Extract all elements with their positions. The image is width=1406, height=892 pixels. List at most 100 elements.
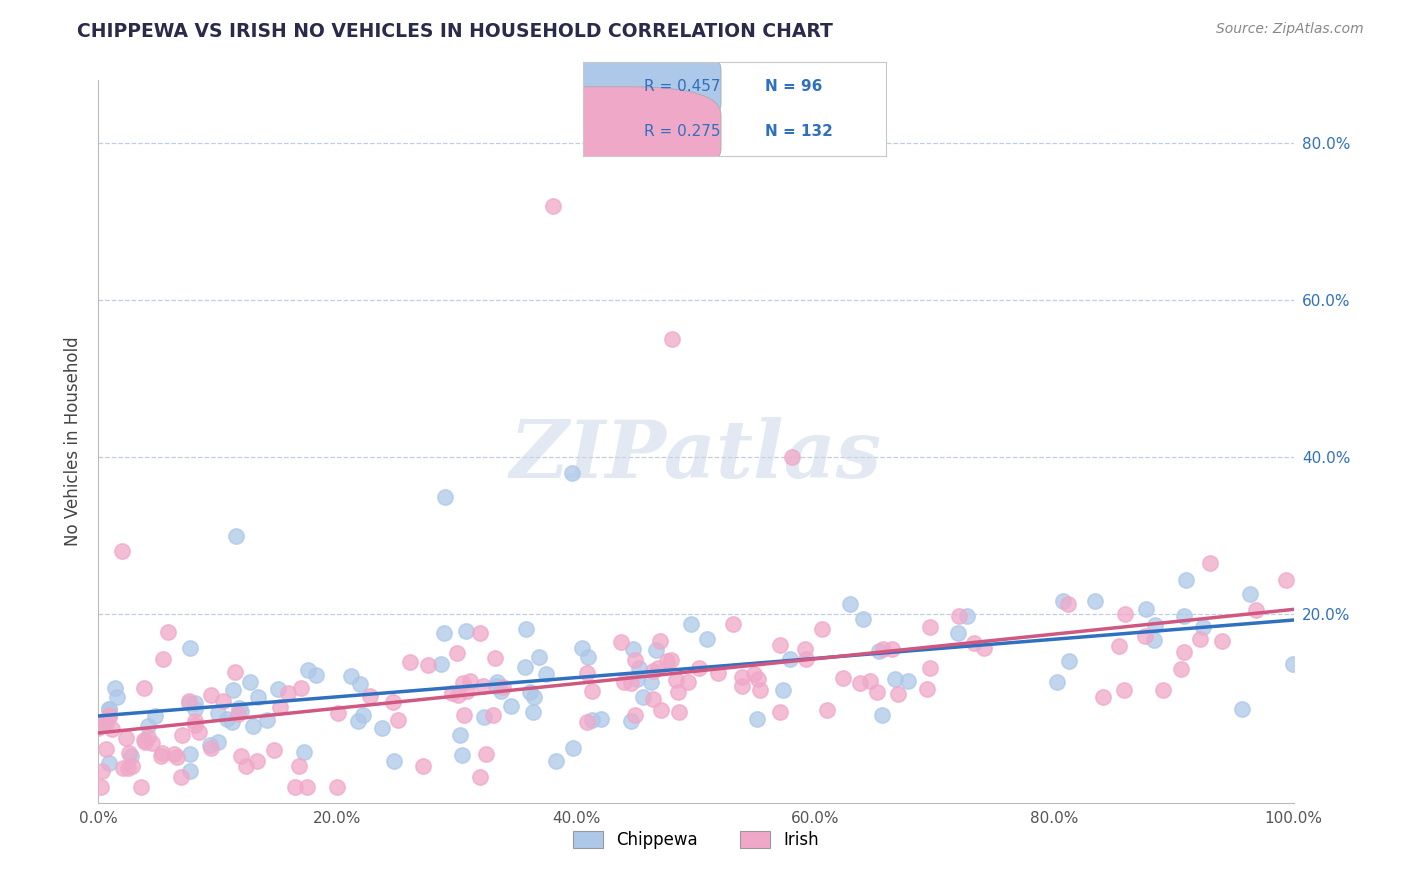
Point: [1282, 657, 1305, 671]
Point: [780, 450, 803, 465]
Point: [688, 661, 710, 675]
Point: [277, 686, 299, 700]
Point: [170, 771, 193, 785]
Point: [1211, 633, 1233, 648]
Point: [884, 672, 907, 686]
Point: [179, 641, 201, 656]
Point: [328, 706, 350, 720]
Point: [1057, 598, 1080, 612]
Point: [207, 735, 229, 749]
Point: [1143, 632, 1166, 647]
Point: [198, 738, 221, 752]
Point: [612, 675, 634, 690]
Text: Source: ZipAtlas.com: Source: ZipAtlas.com: [1216, 22, 1364, 37]
Point: [749, 683, 772, 698]
Point: [707, 666, 730, 681]
Point: [290, 681, 312, 695]
Point: [1046, 675, 1069, 690]
Point: [485, 675, 508, 690]
Point: [811, 622, 834, 636]
Point: [187, 725, 209, 739]
Point: [103, 681, 125, 696]
Point: [382, 695, 405, 709]
Point: [657, 654, 679, 668]
Point: [339, 669, 361, 683]
Point: [681, 617, 703, 632]
Point: [872, 641, 894, 656]
Point: [522, 706, 544, 720]
Point: [1152, 682, 1174, 697]
Point: [731, 670, 754, 684]
Point: [513, 659, 536, 673]
Point: [1239, 587, 1261, 601]
Point: [183, 696, 205, 710]
Point: [433, 490, 456, 504]
Point: [184, 718, 207, 732]
Point: [1192, 620, 1215, 634]
Point: [880, 641, 903, 656]
Point: [105, 690, 128, 705]
Point: [98, 707, 121, 722]
Point: [519, 685, 541, 699]
Point: [87, 721, 110, 735]
Point: [484, 651, 506, 665]
Text: ZIPatlas: ZIPatlas: [510, 417, 882, 495]
Point: [212, 694, 235, 708]
Point: [485, 679, 508, 693]
Point: [94, 716, 117, 731]
Point: [745, 712, 768, 726]
Point: [956, 609, 979, 624]
Point: [98, 702, 121, 716]
Point: [292, 746, 315, 760]
Point: [1188, 632, 1211, 647]
Point: [136, 719, 159, 733]
Point: [475, 747, 498, 761]
Point: [231, 749, 253, 764]
Point: [94, 741, 117, 756]
Point: [454, 624, 477, 638]
Point: [1114, 607, 1136, 622]
Point: [769, 705, 792, 719]
Point: [156, 625, 179, 640]
Point: [246, 754, 269, 768]
Point: [1275, 573, 1298, 587]
Point: [326, 780, 349, 794]
Point: [627, 661, 650, 675]
Point: [619, 714, 641, 729]
Point: [450, 748, 472, 763]
Point: [1230, 702, 1253, 716]
Point: [468, 626, 491, 640]
Point: [132, 681, 155, 695]
Point: [581, 714, 603, 728]
Point: [870, 707, 893, 722]
Point: [489, 683, 512, 698]
Point: [647, 661, 669, 675]
Point: [297, 780, 319, 794]
Point: [665, 673, 688, 688]
Point: [222, 682, 245, 697]
Point: [287, 759, 309, 773]
Point: [184, 702, 207, 716]
Point: [447, 688, 470, 702]
Point: [179, 764, 201, 779]
Point: [399, 655, 422, 669]
Point: [1092, 690, 1115, 704]
Point: [384, 754, 406, 768]
Point: [849, 676, 872, 690]
Point: [412, 759, 434, 773]
Point: [371, 721, 394, 735]
Point: [1057, 654, 1080, 668]
Point: [114, 731, 136, 745]
Point: [887, 687, 910, 701]
Point: [915, 682, 938, 697]
Point: [460, 673, 482, 688]
Point: [134, 733, 156, 747]
Point: [852, 612, 875, 626]
Point: [609, 634, 631, 648]
Point: [349, 677, 371, 691]
Point: [633, 690, 655, 705]
Point: [269, 700, 291, 714]
Point: [747, 672, 769, 686]
Point: [645, 643, 668, 657]
Point: [948, 609, 970, 624]
